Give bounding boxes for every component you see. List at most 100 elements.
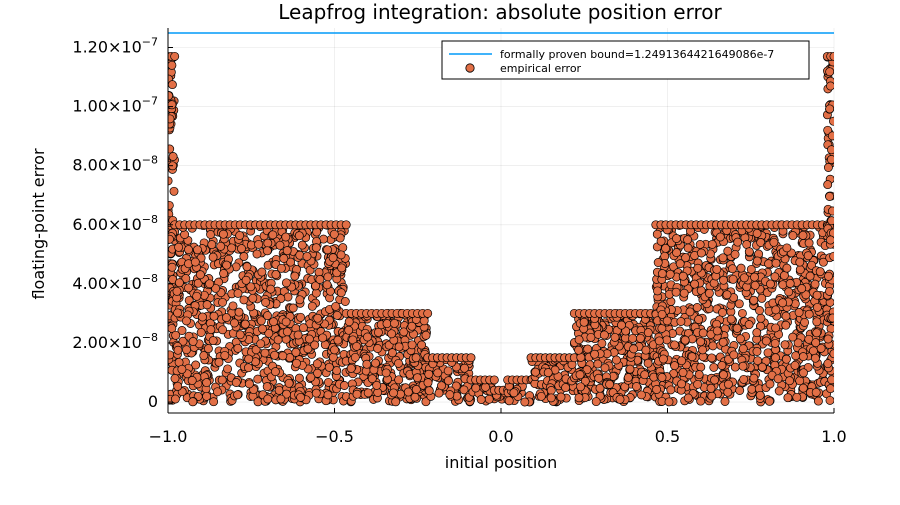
data-point (717, 361, 727, 370)
data-point (211, 283, 221, 293)
data-point (168, 91, 174, 101)
data-point (268, 230, 278, 240)
data-point (205, 279, 215, 289)
data-point (304, 334, 314, 344)
data-point (168, 60, 177, 70)
data-point (191, 360, 201, 370)
data-point (312, 359, 322, 369)
data-point (635, 333, 645, 343)
data-point (295, 250, 305, 260)
data-point (719, 275, 728, 285)
data-point (168, 200, 174, 210)
data-point (324, 362, 334, 372)
data-point (582, 365, 592, 375)
data-point (771, 258, 781, 268)
y-axis-label: floating-point error (29, 148, 48, 300)
data-point (738, 361, 748, 371)
data-point (193, 278, 203, 288)
data-point (825, 286, 834, 296)
data-point (235, 330, 245, 340)
data-point (636, 390, 646, 400)
data-point (801, 290, 811, 300)
data-point (583, 344, 593, 354)
data-point (241, 275, 251, 285)
data-point (294, 231, 304, 241)
data-point (737, 308, 747, 318)
data-point (311, 243, 321, 253)
data-point (771, 305, 781, 315)
data-point (173, 308, 183, 318)
x-tick-label: 0.5 (655, 427, 680, 446)
data-point (298, 323, 308, 333)
data-point (371, 358, 380, 368)
data-point (593, 359, 603, 369)
data-point (706, 383, 716, 393)
data-point (675, 259, 685, 269)
data-point (451, 381, 461, 391)
data-point (187, 376, 197, 385)
data-point (665, 269, 675, 279)
data-point (826, 81, 834, 91)
data-point (346, 363, 356, 373)
data-point (653, 258, 663, 267)
data-point (290, 271, 300, 281)
data-point (574, 393, 584, 403)
data-point (810, 353, 820, 363)
data-point (363, 388, 373, 398)
data-point (693, 379, 703, 389)
data-point (168, 80, 177, 90)
data-point (170, 374, 180, 383)
data-point (387, 348, 397, 358)
data-point (168, 234, 174, 244)
data-point (344, 317, 354, 327)
data-point (712, 264, 722, 274)
legend: formally proven bound=1.2491364421649086… (441, 40, 810, 80)
data-point (782, 263, 792, 273)
data-point (825, 192, 834, 201)
data-point (170, 394, 180, 404)
data-point (169, 186, 179, 196)
data-point (735, 386, 745, 395)
data-point (797, 284, 807, 294)
data-point (823, 180, 833, 190)
data-point (666, 385, 676, 395)
data-point (709, 362, 719, 372)
data-point (286, 257, 296, 267)
data-point (184, 283, 193, 293)
data-point (738, 344, 748, 354)
data-point (827, 131, 834, 141)
data-point (273, 335, 283, 345)
data-point (816, 343, 826, 353)
data-point (407, 321, 417, 331)
data-point (276, 394, 286, 404)
data-point (311, 388, 321, 398)
data-point (199, 351, 209, 361)
x-tick-label: 0.0 (488, 427, 513, 446)
data-point (623, 373, 633, 383)
data-point (372, 380, 382, 390)
data-point (266, 284, 276, 294)
data-point (337, 263, 347, 273)
data-point (818, 257, 828, 267)
data-point (771, 323, 781, 333)
x-tick-label: 1.0 (821, 427, 846, 446)
data-point (746, 264, 756, 274)
data-point (810, 279, 820, 289)
data-point (221, 313, 231, 323)
data-point (233, 343, 243, 353)
data-point (693, 263, 703, 273)
data-point (281, 278, 291, 288)
data-point (779, 271, 789, 280)
data-point (670, 340, 680, 350)
y-tick-label: 1.20×10−7 (72, 36, 158, 57)
data-point (811, 338, 821, 348)
data-point (192, 291, 202, 301)
data-point (531, 367, 540, 377)
data-point (723, 379, 733, 389)
data-point (181, 274, 191, 283)
data-point (739, 273, 749, 283)
data-point (202, 378, 212, 388)
data-point (712, 326, 722, 336)
data-point (812, 302, 822, 312)
data-point (202, 300, 212, 310)
